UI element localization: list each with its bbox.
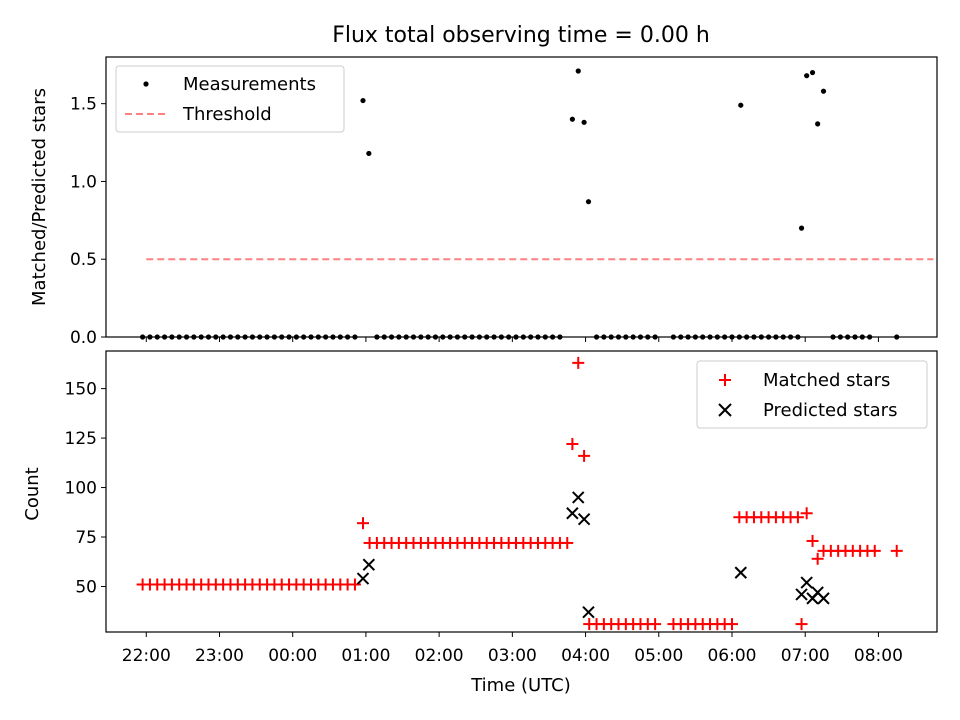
measurement-point [360,97,366,104]
top-y-axis: 0.0 0.5 1.0 1.5 [70,95,106,348]
measurement-point [798,225,805,231]
matched-star-marker [791,511,804,524]
top-y-axis-label: Matched/Predicted stars [29,88,50,306]
predicted-star-marker [795,588,808,601]
x-tick-label: 03:00 [488,646,537,666]
bottom-axes-frame [105,350,938,633]
predicted-star-marker [566,507,579,520]
top-y-tick-label: 0.0 [70,328,97,348]
legend-threshold-label: Threshold [182,104,272,125]
x-tick-label: 07:00 [781,646,830,666]
top-axes-frame [105,56,938,338]
x-axis-label: Time (UTC) [470,675,571,696]
predicted-star-marker [577,512,591,526]
predicted-star-marker [356,572,370,585]
x-tick-label: 22:00 [122,646,171,666]
predicted-star-marker [817,592,830,605]
measurement-point [804,73,810,79]
bottom-panel: 50 75 100 125 150 22:00 23:00 00:00 01:00 02:00 0… [22,350,938,696]
top-y-tick-label: 1.0 [70,172,97,192]
legend-measurements-label: Measurements [183,74,316,95]
bottom-x-axis: 22:00 23:00 00:00 01:00 02:00 03:00 04:00 05:00… [122,632,903,666]
x-tick-label: 05:00 [634,646,683,666]
x-tick-label: 02:00 [415,646,464,666]
top-y-tick-label: 1.5 [70,95,97,115]
matched-star-marker [348,578,361,591]
bottom-plot-area [136,356,903,631]
top-legend-box [115,65,345,133]
top-legend: Measurements Threshold [115,65,345,133]
predicted-star-marker [362,558,376,571]
bottom-y-tick-label: 150 [65,380,97,400]
x-tick-label: 08:00 [854,646,903,666]
measurement-point [809,69,816,76]
matched-star-marker [578,449,591,462]
x-tick-label: 06:00 [707,646,756,666]
legend-matched-label: Matched stars [763,370,890,391]
measurement-point [585,199,592,205]
matched-star-marker [806,534,819,547]
x-tick-label: 04:00 [561,646,610,666]
matched-star-marker [890,544,903,557]
matched-star-marker [572,356,585,369]
bottom-y-axis: 50 75 100 125 150 [65,380,106,597]
bottom-legend-box [696,360,928,429]
top-x-ticks [145,337,879,342]
legend-predicted-marker [718,403,732,417]
predicted-star-marker [734,566,747,579]
matched-star-marker [356,517,369,530]
x-tick-label: 01:00 [341,646,390,666]
chart-title: Flux total observing time = 0.00 h [332,23,710,48]
measurement-point [820,88,827,94]
legend-predicted-label: Predicted stars [763,400,897,421]
bottom-y-tick-label: 100 [65,479,97,499]
bottom-y-axis-label: Count [22,467,43,520]
x-tick-label: 23:00 [195,646,244,666]
legend-matched-marker [719,374,731,386]
bottom-legend: Matched stars Predicted stars [696,360,928,429]
measurement-point [569,116,575,122]
matched-star-marker [725,618,738,631]
matched-star-marker [800,507,813,520]
measurement-point [366,150,372,157]
measurement-point [815,121,821,127]
matched-star-marker [811,552,824,565]
x-tick-label: 00:00 [268,646,317,666]
measurement-point [575,68,581,74]
predicted-star-marker [572,491,585,504]
legend-measurements-marker [143,81,149,87]
matched-star-marker [561,536,574,549]
predicted-star-marker [582,606,595,619]
matched-star-marker [795,618,808,631]
top-panel: 0.0 0.5 1.0 1.5 Matched/Predicted stars Mea… [29,56,938,348]
measurement-point [738,102,744,108]
top-y-tick-label: 0.5 [70,250,97,270]
bottom-y-tick-label: 125 [65,429,97,449]
predicted-star-marker [800,576,813,589]
bottom-y-tick-label: 75 [75,528,97,548]
measurement-point [581,119,587,125]
matched-star-marker [566,438,579,451]
bottom-y-tick-label: 50 [75,577,97,597]
matched-star-marker [868,544,881,557]
matched-star-marker [817,544,830,557]
matched-star-marker [649,618,662,631]
